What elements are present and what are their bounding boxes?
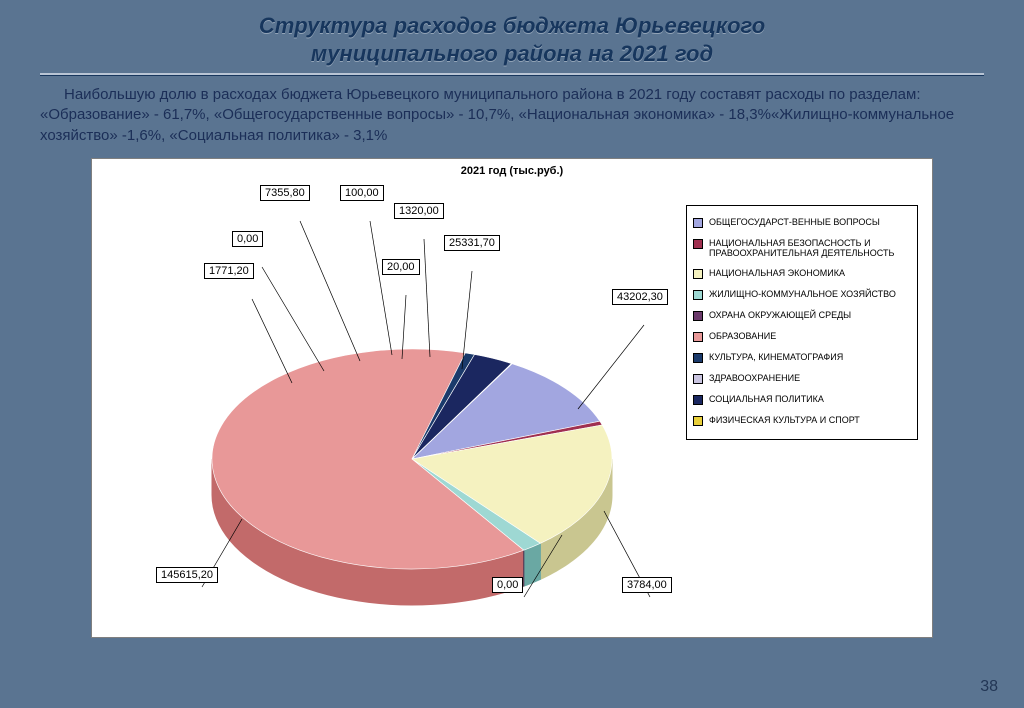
- legend-item: НАЦИОНАЛЬНАЯ БЕЗОПАСНОСТЬ И ПРАВООХРАНИТ…: [693, 233, 911, 264]
- legend-item: ФИЗИЧЕСКАЯ КУЛЬТУРА И СПОРТ: [693, 410, 911, 431]
- data-label: 7355,80: [260, 185, 310, 201]
- legend-swatch: [693, 374, 703, 384]
- legend-swatch: [693, 332, 703, 342]
- legend-item: ЖИЛИЩНО-КОММУНАЛЬНОЕ ХОЗЯЙСТВО: [693, 284, 911, 305]
- pie-chart-container: 2021 год (тыс.руб.) ОБЩЕГОСУДАРСТ-ВЕННЫЕ…: [91, 158, 933, 638]
- legend-swatch: [693, 290, 703, 300]
- chart-legend: ОБЩЕГОСУДАРСТ-ВЕННЫЕ ВОПРОСЫ НАЦИОНАЛЬНАЯ…: [686, 205, 918, 441]
- summary-paragraph: Наибольшую долю в расходах бюджета Юрьев…: [0, 85, 1024, 154]
- legend-label: СОЦИАЛЬНАЯ ПОЛИТИКА: [709, 394, 824, 405]
- chart-title: 2021 год (тыс.руб.): [92, 159, 932, 179]
- data-label: 0,00: [232, 231, 263, 247]
- data-label: 43202,30: [612, 289, 668, 305]
- title-underline: [40, 73, 984, 75]
- page-title-line1: Структура расходов бюджета Юрьевецкого: [259, 13, 765, 38]
- legend-swatch: [693, 218, 703, 228]
- legend-label: ОБЩЕГОСУДАРСТ-ВЕННЫЕ ВОПРОСЫ: [709, 217, 880, 228]
- legend-label: КУЛЬТУРА, КИНЕМАТОГРАФИЯ: [709, 352, 843, 363]
- data-label: 145615,20: [156, 567, 218, 583]
- legend-swatch: [693, 311, 703, 321]
- legend-swatch: [693, 416, 703, 426]
- data-label: 1320,00: [394, 203, 444, 219]
- legend-item: ОБЩЕГОСУДАРСТ-ВЕННЫЕ ВОПРОСЫ: [693, 212, 911, 233]
- legend-label: ЗДРАВООХРАНЕНИЕ: [709, 373, 800, 384]
- legend-label: ОХРАНА ОКРУЖАЮЩЕЙ СРЕДЫ: [709, 310, 851, 321]
- legend-item: ОХРАНА ОКРУЖАЮЩЕЙ СРЕДЫ: [693, 305, 911, 326]
- legend-swatch: [693, 269, 703, 279]
- legend-swatch: [693, 239, 703, 249]
- legend-label: НАЦИОНАЛЬНАЯ БЕЗОПАСНОСТЬ И ПРАВООХРАНИТ…: [709, 238, 911, 259]
- data-label: 25331,70: [444, 235, 500, 251]
- data-label: 20,00: [382, 259, 420, 275]
- legend-swatch: [693, 353, 703, 363]
- data-label: 0,00: [492, 577, 523, 593]
- legend-label: НАЦИОНАЛЬНАЯ ЭКОНОМИКА: [709, 268, 845, 279]
- legend-label: ЖИЛИЩНО-КОММУНАЛЬНОЕ ХОЗЯЙСТВО: [709, 289, 896, 300]
- legend-item: ЗДРАВООХРАНЕНИЕ: [693, 368, 911, 389]
- legend-label: ФИЗИЧЕСКАЯ КУЛЬТУРА И СПОРТ: [709, 415, 860, 426]
- data-label: 100,00: [340, 185, 384, 201]
- legend-item: ОБРАЗОВАНИЕ: [693, 326, 911, 347]
- page-number: 38: [980, 678, 998, 696]
- data-label: 3784,00: [622, 577, 672, 593]
- data-label: 1771,20: [204, 263, 254, 279]
- legend-label: ОБРАЗОВАНИЕ: [709, 331, 776, 342]
- page-title-line2: муниципального района на 2021 год: [311, 41, 713, 66]
- legend-swatch: [693, 395, 703, 405]
- legend-item: КУЛЬТУРА, КИНЕМАТОГРАФИЯ: [693, 347, 911, 368]
- legend-item: НАЦИОНАЛЬНАЯ ЭКОНОМИКА: [693, 263, 911, 284]
- legend-item: СОЦИАЛЬНАЯ ПОЛИТИКА: [693, 389, 911, 410]
